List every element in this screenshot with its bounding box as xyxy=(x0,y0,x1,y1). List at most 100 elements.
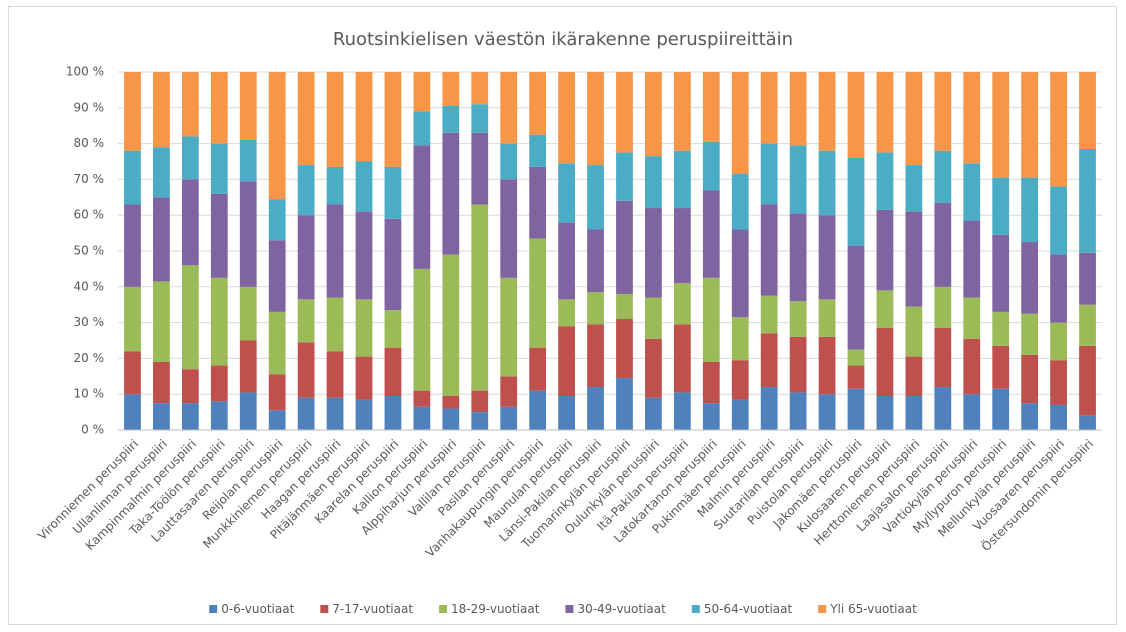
bar-segment xyxy=(1021,354,1039,404)
bar-segment xyxy=(529,347,547,391)
bar-segment xyxy=(153,281,170,362)
bar-segment xyxy=(239,72,257,141)
bar-segment xyxy=(239,340,257,393)
bar-segment xyxy=(413,268,431,391)
bar-segment xyxy=(210,401,228,430)
bar-segment xyxy=(934,327,952,388)
bar-segment xyxy=(500,406,518,430)
bar-segment xyxy=(153,72,170,148)
bar-segment xyxy=(963,163,981,221)
bar-segment xyxy=(876,152,894,210)
bar-segment xyxy=(963,220,981,298)
bar-segment xyxy=(992,388,1010,430)
bar-segment xyxy=(645,156,662,209)
legend-label: 50-64-vuotiaat xyxy=(704,602,793,616)
bar-segment xyxy=(1079,148,1096,253)
bar-segment xyxy=(1021,313,1039,355)
bar-segment xyxy=(500,179,518,278)
bar-segment xyxy=(847,388,865,430)
bar-segment xyxy=(645,397,662,430)
bar-segment xyxy=(384,72,402,167)
bar-segment xyxy=(124,150,141,205)
bar-segment xyxy=(153,403,170,430)
bar-segment xyxy=(239,140,257,182)
bar-segment xyxy=(413,111,431,146)
bar-segment xyxy=(355,356,373,400)
y-tick-label: 50 % xyxy=(74,244,105,258)
bar-segment xyxy=(442,408,460,430)
bar-segment xyxy=(500,72,518,144)
bar-segment xyxy=(731,317,749,361)
bar-segment xyxy=(181,136,199,180)
bar-segment xyxy=(673,392,691,430)
bar-segment xyxy=(500,277,518,377)
bar-segment xyxy=(702,72,720,142)
bar-segment xyxy=(326,72,344,167)
bar-segment xyxy=(905,165,923,212)
bar-segment xyxy=(905,356,923,396)
bar-segment xyxy=(992,72,1010,178)
bar-segment xyxy=(124,351,141,395)
bar-segment xyxy=(702,277,720,362)
bar-segment xyxy=(1021,242,1039,314)
bar-segment xyxy=(529,72,547,135)
bar-segment xyxy=(934,72,952,151)
bar-segment xyxy=(326,204,344,298)
bar-segment xyxy=(181,403,199,430)
bar-segment xyxy=(818,150,836,216)
bar-segment xyxy=(1050,254,1067,323)
bar-segment xyxy=(153,147,170,198)
bar-segment xyxy=(587,72,604,166)
bar-segment xyxy=(616,293,633,320)
bar-segment xyxy=(818,394,836,430)
bar-segment xyxy=(905,306,923,357)
bar-segment xyxy=(702,403,720,430)
bar-segment xyxy=(124,394,141,430)
bar-segment xyxy=(268,311,286,375)
bar-segment xyxy=(963,72,981,164)
bar-segment xyxy=(963,297,981,339)
y-tick-label: 100 % xyxy=(66,65,104,79)
bar-segment xyxy=(471,72,489,105)
bar-segment xyxy=(731,229,749,318)
legend-swatch xyxy=(320,605,329,613)
bar-segment xyxy=(760,72,778,144)
bar-segment xyxy=(905,72,923,166)
bar-segment xyxy=(355,299,373,357)
bar-segment xyxy=(1050,322,1067,361)
bar-segment xyxy=(355,72,373,162)
bar-segment xyxy=(673,150,691,209)
bar-segment xyxy=(587,387,604,430)
bar-segment xyxy=(442,254,460,396)
bar-segment xyxy=(616,378,633,430)
bar-segment xyxy=(963,394,981,430)
legend-swatch xyxy=(565,605,574,613)
bar-segment xyxy=(818,72,836,151)
bar-segment xyxy=(297,72,315,166)
bar-segment xyxy=(384,395,402,430)
bar-segment xyxy=(876,327,894,396)
bar-segment xyxy=(529,238,547,348)
bar-segment xyxy=(326,397,344,430)
bar-segment xyxy=(760,387,778,430)
bar-segment xyxy=(1079,345,1096,416)
bar-segment xyxy=(876,209,894,291)
bar-segment xyxy=(963,338,981,395)
bar-segment xyxy=(587,165,604,230)
bar-segment xyxy=(1079,72,1096,149)
bar-segment xyxy=(413,72,431,112)
bar-segment xyxy=(818,299,836,337)
bar-segment xyxy=(384,166,402,219)
legend-swatch xyxy=(209,605,218,613)
bar-segment xyxy=(326,351,344,398)
bar-segment xyxy=(1079,304,1096,346)
bar-segment xyxy=(731,72,749,175)
bar-segment xyxy=(268,240,286,312)
legend-swatch xyxy=(818,605,827,613)
bar-segment xyxy=(992,234,1010,312)
bar-segment xyxy=(789,213,807,302)
bar-segment xyxy=(760,143,778,205)
y-tick-label: 60 % xyxy=(74,208,105,222)
bar-segment xyxy=(239,181,257,287)
